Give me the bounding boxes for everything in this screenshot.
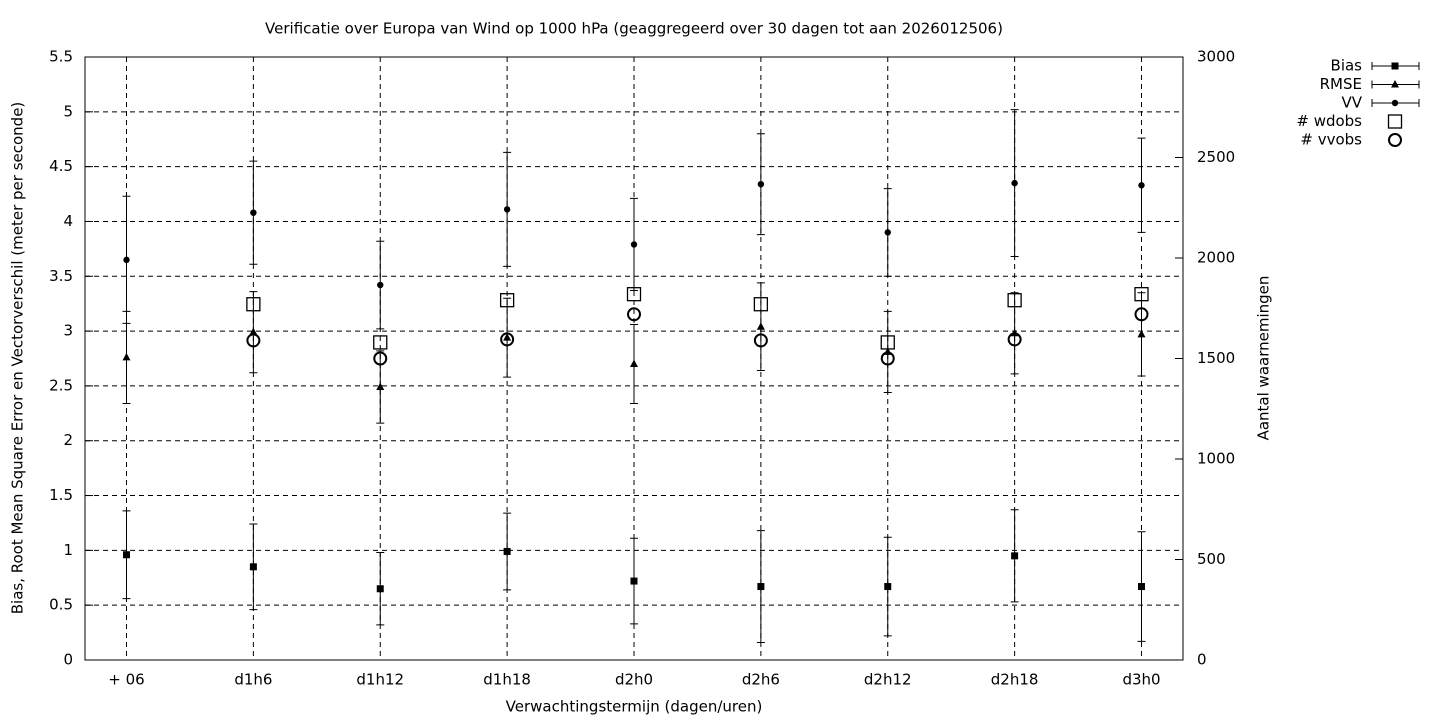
point-marker xyxy=(503,333,512,341)
x-tick-label: + 06 xyxy=(108,671,144,689)
point-marker xyxy=(1007,332,1022,347)
y2-tick-label: 1000 xyxy=(1197,450,1235,468)
y2-tick-label: 2500 xyxy=(1197,148,1235,166)
y-tick-label: 2.5 xyxy=(49,376,73,394)
y-axis-label: Bias, Root Mean Square Error en Vectorve… xyxy=(9,102,27,615)
y2-tick-label: 2000 xyxy=(1197,249,1235,267)
point-marker xyxy=(880,335,895,350)
point-marker xyxy=(757,583,765,591)
x-tick-label: d3h0 xyxy=(1122,671,1160,689)
point-marker xyxy=(1011,179,1018,187)
point-marker xyxy=(373,335,388,350)
y2-axis-label: Aantal waarnemingen xyxy=(1255,276,1273,441)
y2-tick-label: 0 xyxy=(1197,651,1207,669)
legend-marker xyxy=(1391,80,1399,88)
y-tick-label: 3.5 xyxy=(49,267,73,285)
y-tick-label: 1 xyxy=(63,541,73,559)
point-marker xyxy=(376,382,385,391)
point-marker xyxy=(630,577,638,585)
y-tick-label: 2 xyxy=(63,431,73,449)
legend-label: VV xyxy=(1341,94,1362,112)
point-marker xyxy=(376,585,384,593)
legend-marker xyxy=(1388,133,1402,147)
point-marker xyxy=(1138,583,1145,591)
y2-tick-label: 1500 xyxy=(1197,349,1235,367)
y-tick-label: 4 xyxy=(63,212,73,230)
x-tick-label: d2h6 xyxy=(742,671,780,689)
legend-marker xyxy=(1391,62,1399,70)
point-marker xyxy=(500,332,515,347)
point-marker xyxy=(1007,293,1022,308)
y2-tick-label: 3000 xyxy=(1197,48,1235,66)
legend-marker xyxy=(1391,99,1399,107)
point-marker xyxy=(250,209,257,216)
point-marker xyxy=(1134,287,1149,302)
legend-label: Bias xyxy=(1331,57,1363,75)
x-tick-label: d1h6 xyxy=(234,671,272,689)
x-tick-label: d2h12 xyxy=(864,671,912,689)
x-tick-label: d2h18 xyxy=(991,671,1039,689)
point-marker xyxy=(123,256,130,264)
point-marker xyxy=(1138,182,1145,189)
legend-label: RMSE xyxy=(1320,75,1362,93)
point-marker xyxy=(246,297,261,312)
legend-label: # wdobs xyxy=(1296,112,1362,130)
point-marker xyxy=(1137,329,1146,338)
point-marker xyxy=(1011,552,1019,560)
point-marker xyxy=(884,229,891,236)
point-marker xyxy=(630,241,638,248)
point-marker xyxy=(246,333,261,348)
y-tick-label: 3 xyxy=(63,322,73,340)
y-tick-label: 1.5 xyxy=(49,486,73,504)
x-tick-label: d1h18 xyxy=(483,671,531,689)
point-marker xyxy=(122,352,131,361)
point-marker xyxy=(249,327,258,336)
x-axis-label: Verwachtingstermijn (dagen/uren) xyxy=(506,698,763,716)
y-tick-label: 5.5 xyxy=(49,48,73,66)
chart-title: Verificatie over Europa van Wind op 1000… xyxy=(265,20,1003,38)
point-marker xyxy=(503,206,511,213)
point-marker xyxy=(249,563,257,571)
point-marker xyxy=(753,297,769,312)
point-marker xyxy=(626,287,642,302)
point-marker xyxy=(630,359,638,367)
legend-label: # vvobs xyxy=(1300,131,1362,149)
y-tick-label: 0.5 xyxy=(49,596,73,614)
y-tick-label: 4.5 xyxy=(49,157,73,175)
point-marker xyxy=(503,547,511,555)
x-tick-label: d2h0 xyxy=(615,671,653,689)
point-marker xyxy=(880,351,895,366)
point-marker xyxy=(753,333,768,348)
legend-marker xyxy=(1387,114,1403,129)
point-marker xyxy=(756,322,765,330)
point-marker xyxy=(123,551,130,559)
y-tick-label: 5 xyxy=(63,102,73,120)
x-tick-label: d1h12 xyxy=(356,671,404,689)
point-marker xyxy=(627,307,641,322)
point-marker xyxy=(884,583,892,591)
point-marker xyxy=(377,281,384,289)
point-marker xyxy=(1134,307,1149,322)
point-marker xyxy=(757,180,765,188)
y-tick-label: 0 xyxy=(63,651,73,669)
y2-tick-label: 500 xyxy=(1197,550,1226,568)
point-marker xyxy=(373,351,388,366)
point-marker xyxy=(499,293,515,308)
